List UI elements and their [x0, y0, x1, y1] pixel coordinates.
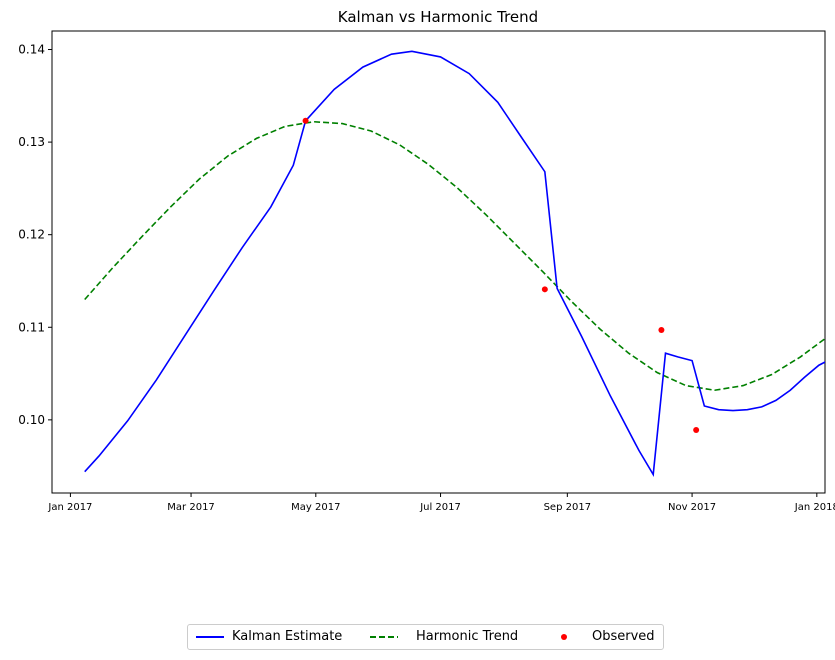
- legend-swatch-observed: [561, 634, 567, 640]
- y-tick-label: 0.12: [18, 228, 45, 242]
- legend-label-kalman: Kalman Estimate: [232, 629, 343, 644]
- legend-item-observed: Observed: [550, 629, 655, 644]
- plot-area: [51, 30, 826, 494]
- y-tick-label: 0.11: [18, 320, 45, 334]
- y-tick-label: 0.10: [18, 413, 45, 427]
- series-layer: [84, 50, 825, 477]
- y-tick-label: 0.14: [18, 43, 45, 57]
- x-axis: Jan 2017 Mar 2017 May 2017 Jul 2017 Sep 2017…: [47, 493, 835, 513]
- x-tick-label: Jul 2017: [419, 502, 461, 513]
- legend-label-observed: Observed: [592, 629, 655, 644]
- x-tick-label: Sep 2017: [544, 502, 591, 513]
- x-tick-label: Jan 2017: [47, 502, 92, 513]
- legend-item-kalman: Kalman Estimate: [196, 629, 342, 644]
- observed-point: [693, 427, 700, 434]
- legend-label-harmonic: Harmonic Trend: [416, 629, 519, 644]
- legend-swatch-harmonic: [370, 636, 398, 638]
- harmonic-trend-line: [84, 120, 825, 392]
- y-tick-label: 0.13: [18, 135, 45, 149]
- chart-title: Kalman vs Harmonic Trend: [338, 8, 538, 26]
- observed-point: [302, 117, 309, 124]
- observed-point: [541, 286, 548, 293]
- legend-item-harmonic: Harmonic Trend: [370, 629, 518, 644]
- observed-point: [658, 327, 665, 334]
- legend: Kalman Estimate Harmonic Trend Observed: [187, 624, 664, 650]
- x-tick-label: Nov 2017: [668, 502, 716, 513]
- x-tick-label: May 2017: [291, 502, 340, 513]
- kalman-estimate-line: [84, 50, 825, 477]
- x-tick-label: Mar 2017: [167, 502, 215, 513]
- legend-swatch-kalman: [196, 636, 224, 638]
- y-axis: 0.10 0.11 0.12 0.13 0.14: [18, 43, 52, 427]
- x-tick-label: Jan 2018: [794, 502, 835, 513]
